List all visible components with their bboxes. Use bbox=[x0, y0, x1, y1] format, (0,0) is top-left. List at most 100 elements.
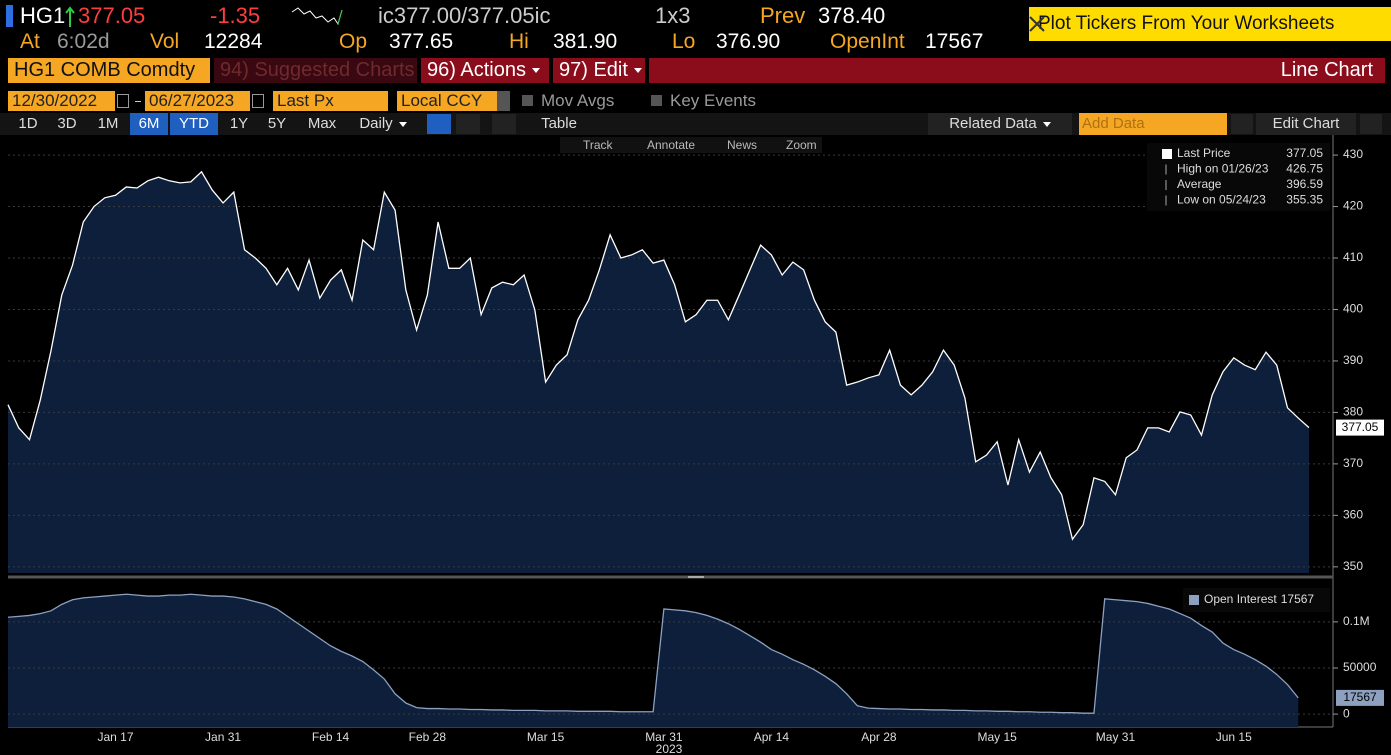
lo-label: Lo bbox=[672, 30, 696, 53]
frequency[interactable]: Daily bbox=[348, 113, 418, 135]
period-button[interactable]: 3D bbox=[57, 115, 77, 132]
period-button[interactable]: 5Y bbox=[267, 115, 287, 132]
ticker-marker bbox=[6, 5, 13, 27]
legend-swatch bbox=[1189, 595, 1199, 605]
period-button[interactable]: Max bbox=[307, 115, 337, 132]
x-tick-label: Jan 17 bbox=[98, 730, 134, 744]
period-button[interactable]: 1Y bbox=[229, 115, 249, 132]
period-button[interactable]: 1M bbox=[97, 115, 119, 132]
table-button[interactable]: Table bbox=[541, 115, 577, 132]
calendar-icon[interactable] bbox=[252, 94, 264, 108]
style-dropdown[interactable] bbox=[492, 114, 516, 134]
related-data[interactable]: Related Data bbox=[928, 113, 1072, 135]
add-data[interactable]: Add Data bbox=[1079, 113, 1227, 135]
op-value: 377.65 bbox=[389, 30, 454, 53]
last-value-box bbox=[1336, 419, 1384, 436]
key-events[interactable]: Key Events bbox=[670, 91, 756, 110]
bid-ask: ic377.00/377.05ic bbox=[378, 3, 551, 28]
mov-avgs[interactable]: Mov Avgs bbox=[541, 91, 615, 110]
x-tick-label: Jan 31 bbox=[205, 730, 241, 744]
tool-zoom[interactable]: Zoom bbox=[786, 138, 817, 152]
x-tick-label: Apr 28 bbox=[861, 730, 897, 744]
close-icon[interactable] bbox=[1029, 16, 1045, 32]
legend-label: Open Interest bbox=[1204, 592, 1277, 606]
x-tick-label: Mar 31 bbox=[645, 730, 683, 744]
chart-tools bbox=[560, 137, 822, 153]
field[interactable]: Last Px bbox=[273, 91, 388, 111]
checkbox[interactable] bbox=[651, 95, 662, 106]
edit-menu[interactable]: 97) Edit bbox=[553, 58, 645, 83]
y-tick-label: 410 bbox=[1343, 250, 1363, 264]
bar-style-button[interactable] bbox=[456, 114, 480, 134]
vol-value: 12284 bbox=[204, 30, 263, 53]
y-tick-label: 360 bbox=[1343, 508, 1363, 522]
lo-value: 376.90 bbox=[716, 30, 781, 53]
calendar-icon[interactable] bbox=[117, 94, 129, 108]
actions-menu[interactable]: 96) Actions bbox=[421, 58, 549, 83]
last-value-label: 17567 bbox=[1343, 690, 1377, 704]
security[interactable]: HG1 COMB Comdty bbox=[8, 58, 210, 83]
tool-track[interactable]: Track bbox=[583, 138, 613, 152]
hi-value: 381.90 bbox=[553, 30, 618, 53]
period-button[interactable]: 6M bbox=[130, 113, 168, 135]
x-tick-label: Apr 14 bbox=[754, 730, 790, 744]
op-label: Op bbox=[339, 30, 368, 53]
edit-chart[interactable]: Edit Chart bbox=[1256, 113, 1356, 135]
period-button[interactable]: YTD bbox=[170, 113, 218, 135]
x-tick-label: May 15 bbox=[978, 730, 1018, 744]
legend-box bbox=[1183, 588, 1330, 612]
date-dash bbox=[135, 101, 141, 102]
area-fill bbox=[8, 171, 1309, 573]
legend-label: High on 01/26/23 bbox=[1177, 162, 1269, 176]
net-change: -1.35 bbox=[210, 3, 261, 28]
settings-button[interactable] bbox=[1360, 114, 1382, 134]
legend-swatch bbox=[1162, 149, 1172, 159]
vol-label: Vol bbox=[150, 30, 180, 53]
at-label: At bbox=[20, 30, 40, 53]
oi-label: OpenInt bbox=[830, 30, 905, 53]
collapse-button[interactable] bbox=[1231, 114, 1253, 134]
time: 6:02d bbox=[57, 30, 110, 53]
edit-text: 97) Edit bbox=[559, 59, 628, 81]
period-button[interactable]: 1D bbox=[18, 115, 38, 132]
x-tick-label: Feb 14 bbox=[312, 730, 350, 744]
sparkline-icon bbox=[291, 7, 343, 26]
y-tick-label: 50000 bbox=[1343, 660, 1377, 674]
x-tick-label: Mar 15 bbox=[527, 730, 565, 744]
y-tick-label: 430 bbox=[1343, 147, 1363, 161]
line bbox=[7, 170, 1310, 541]
legend-entry: Open Interest 17567 bbox=[1204, 592, 1314, 606]
banner-text: Plot Tickers From Your Worksheets bbox=[1038, 13, 1335, 34]
currency-dropdown[interactable] bbox=[497, 91, 510, 111]
y-tick-label: 390 bbox=[1343, 353, 1363, 367]
prev-value: 378.40 bbox=[818, 3, 886, 28]
line-style-button[interactable] bbox=[427, 114, 451, 134]
x-tick-label: Feb 28 bbox=[409, 730, 447, 744]
tool-news[interactable]: News bbox=[727, 138, 758, 152]
legend-value: 396.59 bbox=[1286, 177, 1323, 191]
y-tick-label: 0 bbox=[1343, 706, 1350, 720]
actions-text: 96) Actions bbox=[427, 59, 526, 81]
currency[interactable]: Local CCY bbox=[397, 91, 497, 111]
x-tick-label: Jun 15 bbox=[1216, 730, 1252, 744]
last-price: 377.05 bbox=[78, 3, 146, 28]
line bbox=[7, 593, 1299, 714]
y-tick-label: 350 bbox=[1343, 559, 1363, 573]
size: 1x3 bbox=[655, 3, 691, 28]
y-tick-label: 380 bbox=[1343, 405, 1363, 419]
frequency-text: Daily bbox=[359, 115, 393, 132]
last-value-box bbox=[1336, 689, 1384, 706]
banner[interactable]: Plot Tickers From Your Worksheets bbox=[1029, 7, 1391, 41]
start-date[interactable]: 12/30/2022 bbox=[8, 91, 115, 111]
y-tick-label: 420 bbox=[1343, 199, 1363, 213]
legend-value: 377.05 bbox=[1286, 146, 1323, 160]
x-tick-label: May 31 bbox=[1096, 730, 1136, 744]
legend-box bbox=[1147, 143, 1330, 211]
end-date[interactable]: 06/27/2023 bbox=[145, 91, 250, 111]
related-data-text: Related Data bbox=[949, 115, 1037, 132]
checkbox[interactable] bbox=[522, 95, 533, 106]
tool-annotate[interactable]: Annotate bbox=[647, 138, 696, 152]
up-arrow bbox=[65, 6, 75, 27]
last-value-label: 377.05 bbox=[1342, 420, 1379, 434]
